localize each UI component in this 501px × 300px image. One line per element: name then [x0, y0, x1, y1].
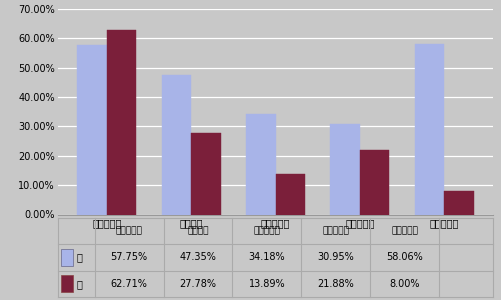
Text: 8.00%: 8.00%	[389, 279, 420, 289]
Text: 电气工程系: 电气工程系	[254, 226, 280, 235]
Text: 58.06%: 58.06%	[386, 252, 423, 262]
FancyBboxPatch shape	[61, 275, 73, 292]
Text: 34.18%: 34.18%	[248, 252, 285, 262]
Text: 57.75%: 57.75%	[111, 252, 148, 262]
Bar	[415, 44, 444, 214]
Text: 27.78%: 27.78%	[179, 279, 216, 289]
Text: 女: 女	[77, 279, 83, 289]
Bar	[276, 174, 305, 214]
Bar	[162, 76, 191, 214]
FancyBboxPatch shape	[61, 248, 73, 266]
Bar	[107, 30, 136, 214]
Bar	[246, 114, 276, 214]
Text: 机械工程: 机械工程	[187, 226, 209, 235]
Text: 30.95%: 30.95%	[317, 252, 354, 262]
Text: 工商管理系: 工商管理系	[322, 226, 349, 235]
Bar	[78, 45, 107, 214]
Bar	[360, 150, 389, 214]
Bar	[444, 191, 473, 214]
Text: 13.89%: 13.89%	[248, 279, 285, 289]
Bar	[191, 133, 221, 214]
Text: 21.88%: 21.88%	[317, 279, 354, 289]
Text: 62.71%: 62.71%	[111, 279, 147, 289]
Text: 47.35%: 47.35%	[179, 252, 216, 262]
Bar	[330, 124, 360, 214]
Text: 男: 男	[77, 252, 83, 262]
Text: 化学工程系: 化学工程系	[116, 226, 143, 235]
Text: 采矿工程系: 采矿工程系	[391, 226, 418, 235]
